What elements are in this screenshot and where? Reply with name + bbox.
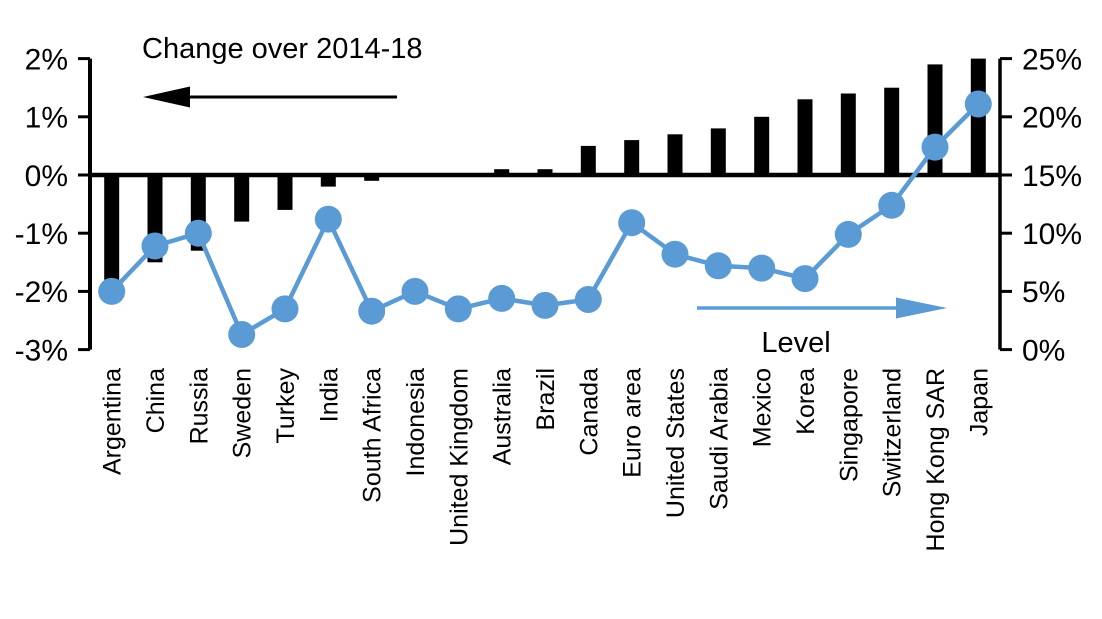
category-axis-labels: Argentina China Russia Sweden Turkey India Sou… xyxy=(99,368,994,552)
left-axis-tick-label: 2% xyxy=(25,43,68,76)
category-label-canada: Canada xyxy=(575,368,603,456)
category-label-brazil: Brazil xyxy=(532,368,560,431)
level-marker-switzerland xyxy=(878,191,906,219)
level-marker-indonesia xyxy=(401,277,429,305)
category-label-sweden: Sweden xyxy=(229,368,257,458)
level-marker-korea xyxy=(791,265,819,293)
level-marker-singapore xyxy=(834,220,862,248)
category-label-russia: Russia xyxy=(185,368,213,445)
category-label-united-kingdom: United Kingdom xyxy=(445,368,473,546)
bar-mexico xyxy=(754,116,770,175)
left-axis-tick-label: 0% xyxy=(25,160,68,193)
left-arrow-icon xyxy=(143,86,397,108)
category-label-turkey: Turkey xyxy=(272,368,300,444)
level-marker-russia xyxy=(184,219,212,247)
bar-switzerland xyxy=(884,87,900,175)
bar-singapore xyxy=(840,93,856,175)
right-axis-tick-label: 20% xyxy=(1022,102,1082,135)
category-label-china: China xyxy=(142,368,170,433)
bar-australia xyxy=(494,169,510,175)
category-label-south-africa: South Africa xyxy=(359,368,387,503)
level-marker-china xyxy=(141,232,169,260)
line-series-annotation-label: Level xyxy=(761,327,830,359)
right-axis-tick-label: 25% xyxy=(1022,43,1082,76)
right-arrow-icon xyxy=(697,297,947,319)
level-marker-canada xyxy=(574,286,602,313)
bar-series-annotation-label: Change over 2014-18 xyxy=(142,33,423,65)
category-label-korea: Korea xyxy=(792,368,820,435)
level-marker-sweden xyxy=(228,321,256,348)
category-label-euro-area: Euro area xyxy=(619,368,647,478)
category-label-india: India xyxy=(315,368,343,422)
left-axis-tick-label: -3% xyxy=(15,334,68,367)
axes-layer: 2% 1% 0% -1% -2% -3% 25% 20% 15% 10% 5% 0% xyxy=(15,43,1082,367)
category-label-indonesia: Indonesia xyxy=(402,368,430,477)
bar-south-africa xyxy=(364,175,380,181)
bar-turkey xyxy=(277,175,293,210)
bar-saudi-arabia xyxy=(710,128,726,175)
bar-india xyxy=(320,175,336,187)
right-axis-tick-label: 5% xyxy=(1022,276,1065,309)
level-marker-south-africa xyxy=(358,297,386,325)
level-marker-brazil xyxy=(531,291,559,319)
left-axis-tick-label: -1% xyxy=(15,218,68,251)
right-axis-tick-label: 0% xyxy=(1022,334,1065,367)
category-label-united-states: United States xyxy=(662,368,690,518)
level-marker-hong-kong-sar xyxy=(921,133,949,161)
level-marker-united-kingdom xyxy=(444,295,472,323)
bar-united-states xyxy=(667,134,683,175)
level-marker-australia xyxy=(488,284,516,312)
bar-brazil xyxy=(537,169,553,175)
level-marker-euro-area xyxy=(618,209,646,237)
category-label-hong-kong-sar: Hong Kong SAR xyxy=(922,368,950,551)
category-label-singapore: Singapore xyxy=(835,368,863,482)
bar-sweden xyxy=(234,175,250,222)
category-label-japan: Japan xyxy=(965,368,993,436)
level-marker-india xyxy=(314,205,342,233)
category-label-australia: Australia xyxy=(489,368,517,465)
bar-argentina xyxy=(104,175,120,280)
level-marker-saudi-arabia xyxy=(704,252,732,280)
category-label-saudi-arabia: Saudi Arabia xyxy=(705,368,733,510)
level-marker-united-states xyxy=(661,240,689,268)
category-label-switzerland: Switzerland xyxy=(879,368,907,497)
level-marker-mexico xyxy=(748,254,776,282)
category-label-mexico: Mexico xyxy=(749,368,777,447)
right-axis-tick-label: 15% xyxy=(1022,160,1082,193)
bar-korea xyxy=(797,99,813,175)
line-series-layer xyxy=(98,90,992,348)
bar-euro-area xyxy=(624,140,640,175)
category-label-argentina: Argentina xyxy=(99,368,127,475)
right-axis-tick-label: 10% xyxy=(1022,218,1082,251)
left-axis-tick-label: -2% xyxy=(15,276,68,309)
bar-canada xyxy=(580,145,596,175)
level-marker-turkey xyxy=(271,295,299,323)
level-marker-argentina xyxy=(98,277,126,305)
level-marker-japan xyxy=(964,90,992,118)
left-axis-tick-label: 1% xyxy=(25,102,68,135)
